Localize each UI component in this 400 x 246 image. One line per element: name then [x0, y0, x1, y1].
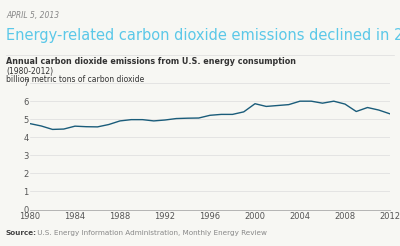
Text: Source:: Source: [6, 230, 37, 236]
Text: APRIL 5, 2013: APRIL 5, 2013 [6, 11, 59, 20]
Text: U.S. Energy Information Administration, Monthly Energy Review: U.S. Energy Information Administration, … [35, 230, 267, 236]
Text: Energy-related carbon dioxide emissions declined in 2012: Energy-related carbon dioxide emissions … [6, 28, 400, 43]
Text: billion metric tons of carbon dioxide: billion metric tons of carbon dioxide [6, 75, 144, 84]
Text: Annual carbon dioxide emissions from U.S. energy consumption: Annual carbon dioxide emissions from U.S… [6, 57, 296, 66]
Text: (1980-2012): (1980-2012) [6, 67, 53, 76]
